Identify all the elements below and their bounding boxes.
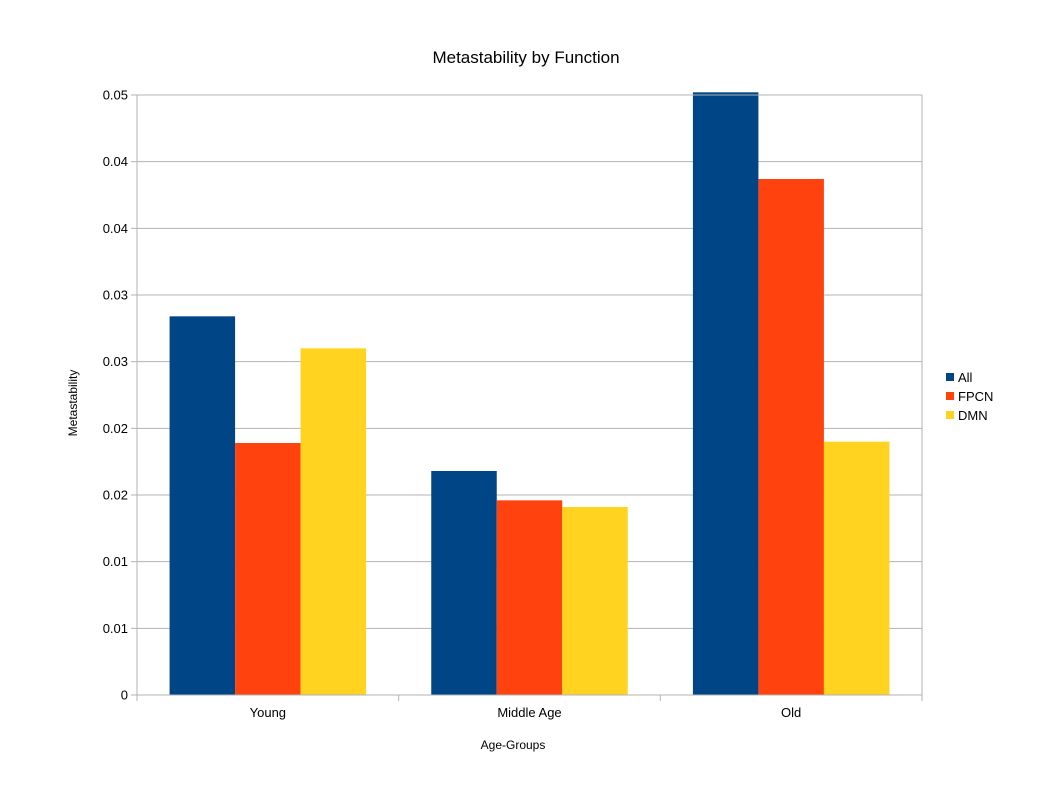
bar-fpcn-old xyxy=(758,179,824,695)
bar-all-old xyxy=(692,92,759,696)
y-tick-label: 0.03 xyxy=(103,354,128,369)
legend-swatch-all xyxy=(946,373,954,381)
bar-all-young xyxy=(169,316,236,695)
y-axis-label: Metastability xyxy=(66,370,80,437)
bars xyxy=(169,92,890,696)
y-tick-label: 0.01 xyxy=(103,554,128,569)
x-tick-label: Middle Age xyxy=(497,705,561,720)
y-tick-label: 0.03 xyxy=(103,288,128,303)
x-tick-label: Young xyxy=(250,705,286,720)
y-tick-label: 0.04 xyxy=(103,221,128,236)
y-tick-labels: 0 0.01 0.01 0.02 0.02 0.03 0.03 0.04 0.04 0.05 xyxy=(103,88,128,703)
x-tick-label: Old xyxy=(781,705,801,720)
bar-dmn-young xyxy=(300,348,367,695)
legend-label-fpcn: FPCN xyxy=(958,389,993,404)
y-tick-label: 0.04 xyxy=(103,154,128,169)
bar-fpcn-young xyxy=(235,443,301,695)
y-tick-label: 0.01 xyxy=(103,621,128,636)
legend: All FPCN DMN xyxy=(946,370,993,423)
y-tick-label: 0.02 xyxy=(103,488,128,503)
legend-swatch-dmn xyxy=(946,411,954,419)
legend-label-all: All xyxy=(958,370,973,385)
legend-label-dmn: DMN xyxy=(958,408,988,423)
chart-title: Metastability by Function xyxy=(432,48,619,67)
axes xyxy=(131,94,923,701)
plot-frame xyxy=(136,94,923,696)
y-tick-label: 0.02 xyxy=(103,421,128,436)
y-tick-label: 0.05 xyxy=(103,88,128,103)
bar-fpcn-middle-age xyxy=(496,500,563,695)
y-tick-label: 0 xyxy=(121,688,128,703)
x-tick-labels: Young Middle Age Old xyxy=(250,705,802,720)
legend-swatch-fpcn xyxy=(946,392,954,400)
bar-dmn-middle-age xyxy=(562,507,628,695)
x-axis-label: Age-Groups xyxy=(481,738,546,752)
bar-dmn-old xyxy=(823,441,890,695)
bar-all-middle-age xyxy=(431,471,497,695)
